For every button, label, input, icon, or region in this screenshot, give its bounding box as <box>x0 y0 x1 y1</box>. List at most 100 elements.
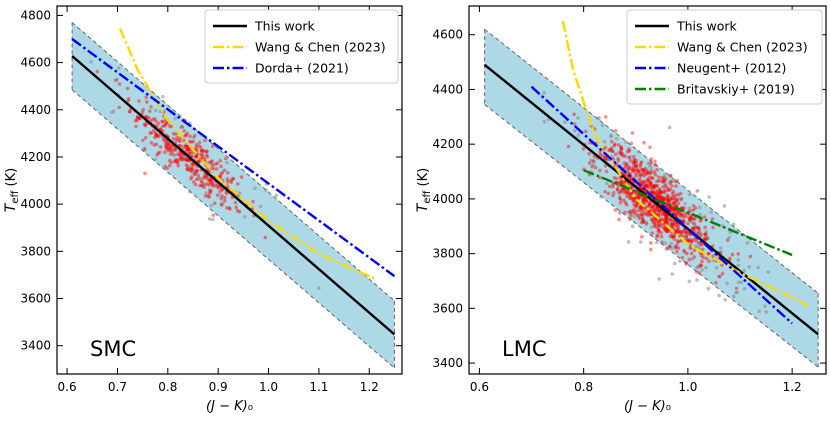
red-point <box>688 237 692 242</box>
red-point <box>225 177 230 181</box>
red-point <box>652 191 656 195</box>
red-point <box>163 121 168 126</box>
red-point <box>671 235 676 239</box>
red-point <box>671 222 676 227</box>
red-point <box>169 147 174 151</box>
red-point <box>692 255 696 259</box>
red-point <box>655 183 660 188</box>
gray-point <box>688 245 692 250</box>
gray-point <box>605 181 609 186</box>
red-point <box>653 163 658 167</box>
red-point <box>662 197 667 202</box>
gray-point <box>162 124 167 128</box>
red-point <box>687 257 692 262</box>
red-point <box>215 183 220 188</box>
red-point <box>702 215 707 219</box>
red-point <box>647 175 651 180</box>
red-point <box>143 123 148 127</box>
red-point <box>634 203 639 207</box>
y-axis-label-unit: (K) <box>4 168 19 191</box>
gray-point <box>274 193 279 197</box>
gray-point <box>204 191 208 195</box>
red-point <box>637 216 641 221</box>
red-point <box>629 209 633 213</box>
red-point <box>664 177 668 181</box>
red-point <box>175 159 179 163</box>
red-point <box>633 211 637 215</box>
gray-point <box>179 125 183 129</box>
red-point <box>229 180 233 184</box>
gray-point <box>695 265 699 270</box>
gray-point <box>692 226 696 231</box>
red-point <box>200 152 204 157</box>
gray-point <box>592 159 596 164</box>
y-axis-label-symbol: T <box>3 202 19 212</box>
red-point <box>149 105 153 109</box>
red-point <box>603 164 608 168</box>
red-point <box>219 164 223 169</box>
gray-point <box>670 272 675 276</box>
gray-point <box>600 123 605 128</box>
red-point <box>201 154 205 159</box>
red-point <box>149 141 154 145</box>
gray-point <box>180 158 185 162</box>
red-point <box>623 154 627 159</box>
red-point <box>638 179 642 183</box>
red-point <box>202 185 206 189</box>
red-point <box>633 171 638 176</box>
legend-entry: This work <box>254 19 316 34</box>
gray-point <box>191 135 196 140</box>
red-point <box>637 171 642 176</box>
red-point <box>688 239 693 243</box>
red-point <box>670 234 675 239</box>
red-point <box>182 138 186 142</box>
y-tick-label: 4800 <box>20 8 51 22</box>
red-point <box>141 107 145 112</box>
red-point <box>631 198 635 203</box>
red-point <box>619 151 623 155</box>
red-point <box>699 263 704 268</box>
red-point <box>639 208 643 213</box>
red-point <box>619 147 624 152</box>
red-point <box>647 202 652 207</box>
red-point <box>199 179 204 183</box>
red-point <box>209 160 214 165</box>
red-point <box>653 218 658 223</box>
red-point <box>203 138 207 143</box>
red-point <box>645 177 650 182</box>
red-point <box>632 157 637 162</box>
red-point <box>203 182 207 187</box>
gray-point <box>766 270 770 274</box>
red-point <box>211 144 215 148</box>
red-point <box>651 184 656 188</box>
red-point <box>635 201 639 206</box>
red-point <box>665 185 669 190</box>
panel-label: SMC <box>90 337 136 361</box>
red-point <box>672 201 677 205</box>
red-point <box>655 208 659 213</box>
red-point <box>125 86 130 91</box>
red-point <box>699 253 704 258</box>
red-point <box>691 216 696 221</box>
red-point <box>720 271 725 276</box>
red-point <box>684 235 689 240</box>
red-point <box>734 286 739 291</box>
red-point <box>178 155 183 160</box>
red-point <box>219 196 223 201</box>
red-point <box>633 209 637 214</box>
gray-point <box>207 187 212 192</box>
red-point <box>220 170 225 175</box>
red-point <box>657 208 662 212</box>
red-point <box>626 166 631 170</box>
y-tick-label: 4000 <box>20 197 51 211</box>
red-point <box>698 264 702 269</box>
gray-point <box>719 246 723 250</box>
red-point <box>649 182 653 186</box>
gray-point <box>610 154 614 159</box>
red-point <box>639 181 644 185</box>
red-point <box>227 206 232 210</box>
red-point <box>195 169 200 173</box>
red-point <box>617 190 621 194</box>
red-point <box>676 230 680 234</box>
legend: This work Wang & Chen (2023) Neugent+ (201… <box>626 9 823 105</box>
